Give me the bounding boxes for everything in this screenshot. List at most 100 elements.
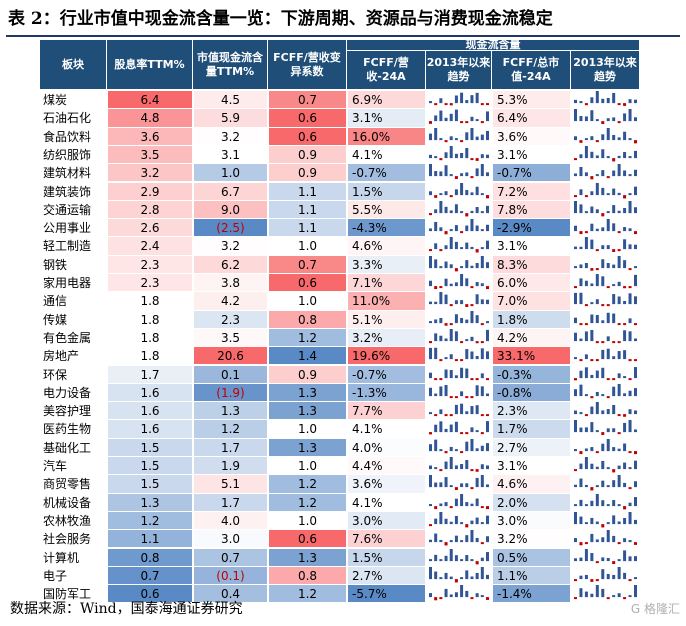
spark-bar — [444, 357, 448, 360]
spark-bar — [429, 301, 432, 305]
spark-bar — [439, 409, 443, 415]
spark-bar — [429, 164, 432, 177]
spark-bar — [434, 347, 438, 360]
spark-bar — [601, 443, 605, 451]
spark-bar — [439, 137, 443, 140]
trend-sparkline-revenue — [429, 328, 489, 344]
spark-bar — [470, 427, 474, 433]
source-note: 数据来源：Wind，国泰海通证券研究 — [10, 601, 243, 617]
spark-bar — [623, 505, 627, 509]
trend-sparkline-mcap — [574, 438, 637, 454]
spark-bar — [617, 593, 621, 598]
spark-bar — [628, 317, 632, 323]
spark-bar — [465, 570, 469, 579]
spark-bar — [606, 438, 610, 451]
spark-bar — [486, 241, 489, 250]
spark-bar — [612, 536, 616, 543]
spark-bar — [628, 555, 632, 561]
dividend-yield: 3.2 — [108, 164, 192, 182]
spark-bar — [606, 467, 610, 470]
spark-bar — [584, 503, 588, 506]
spark-bar — [444, 206, 448, 213]
spark-bar — [584, 354, 588, 360]
spark-bar — [475, 136, 479, 140]
spark-bar — [628, 156, 632, 159]
spark-bar — [486, 172, 489, 177]
spark-bar — [590, 463, 594, 470]
spark-bar — [612, 356, 616, 360]
fcff-revenue: 7.7% — [348, 402, 425, 420]
dividend-yield: 2.4 — [108, 237, 192, 255]
fcff-cv: 1.2 — [269, 328, 346, 347]
spark-bar — [612, 405, 616, 415]
spark-bar — [460, 483, 464, 488]
trend-sparkline-revenue — [429, 566, 489, 583]
spark-bar — [606, 304, 610, 307]
spark-bar — [475, 314, 479, 323]
fcff-cv: 1.2 — [269, 475, 346, 493]
spark-bar — [584, 393, 588, 396]
spark-bar — [470, 304, 474, 307]
spark-bar — [617, 164, 621, 177]
mcap-cashflow: 1.7 — [194, 438, 267, 456]
fcff-cv: 1.3 — [269, 438, 346, 456]
spark-bar — [590, 374, 594, 378]
spark-bar — [601, 212, 605, 217]
spark-bar — [465, 524, 469, 528]
spark-bar — [486, 465, 489, 470]
spark-bar — [623, 393, 627, 396]
spark-bar — [486, 103, 489, 106]
spark-bar — [434, 127, 438, 140]
spark-bar — [449, 237, 453, 250]
spark-bar — [628, 409, 632, 415]
spark-bar — [590, 578, 594, 582]
spark-bar — [444, 294, 448, 305]
sector-name: 基础化工 — [43, 440, 92, 455]
spark-bar — [470, 576, 474, 579]
spark-bar — [429, 101, 432, 104]
dividend-yield: 1.6 — [108, 420, 192, 438]
dividend-yield: 1.8 — [108, 328, 192, 347]
spark-bar — [590, 359, 594, 362]
spark-bar — [574, 332, 577, 342]
spark-bar — [617, 249, 621, 252]
trend-sparkline-revenue — [429, 530, 489, 546]
spark-bar — [475, 294, 479, 305]
spark-bar — [439, 597, 443, 600]
spark-bar — [475, 405, 479, 415]
mcap-cashflow: 1.7 — [194, 493, 267, 511]
spark-bar — [475, 538, 479, 543]
spark-bar — [612, 428, 616, 433]
fcff-cv: 0.9 — [269, 365, 346, 383]
spark-bar — [454, 137, 458, 140]
mcap-cashflow: 1.3 — [194, 402, 267, 420]
spark-bar — [584, 414, 588, 417]
spark-bar — [617, 503, 621, 506]
spark-bar — [606, 245, 610, 250]
spark-bar — [465, 554, 469, 561]
header-0: 板块 — [40, 40, 107, 90]
trend-sparkline-revenue — [429, 347, 489, 362]
spark-bar — [434, 597, 438, 601]
spark-bar — [595, 450, 599, 453]
spark-bar — [475, 262, 479, 268]
spark-bar — [454, 395, 458, 398]
spark-bar — [574, 448, 577, 451]
mcap-cashflow: 5.9 — [194, 109, 267, 127]
spark-bar — [444, 261, 448, 268]
spark-bar — [601, 432, 605, 436]
spark-bar — [579, 139, 583, 143]
mcap-cashflow: 3.8 — [194, 274, 267, 292]
mcap-cashflow: 6.2 — [194, 255, 267, 273]
spark-bar — [460, 152, 464, 159]
spark-bar — [623, 259, 627, 268]
spark-bar — [634, 231, 637, 235]
spark-bar — [444, 588, 448, 598]
spark-bar — [634, 338, 637, 342]
sector-name: 机械设备 — [43, 495, 92, 510]
spark-bar — [470, 158, 474, 161]
spark-bar — [454, 404, 458, 415]
trend-sparkline-mcap — [574, 164, 637, 180]
spark-bar — [612, 188, 616, 195]
header-4: FCFF/营收-24A — [347, 51, 426, 90]
